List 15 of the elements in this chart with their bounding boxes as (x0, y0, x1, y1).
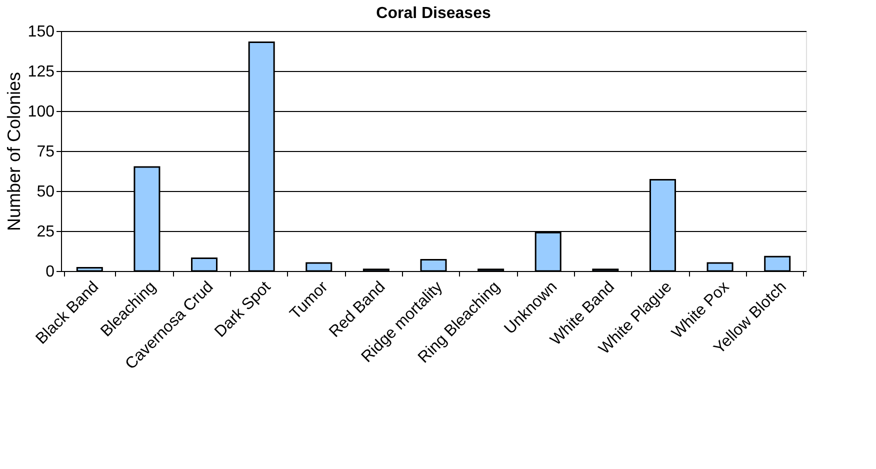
y-tick-label: 25 (36, 224, 55, 240)
bar (306, 262, 332, 272)
bar (706, 262, 734, 272)
y-tick-label: 150 (28, 24, 55, 40)
chart-title: Coral Diseases (376, 5, 491, 22)
y-tick-label: 125 (28, 64, 55, 80)
y-axis-title: Number of Colonies (4, 72, 24, 232)
bar (191, 257, 218, 272)
bar (76, 267, 103, 272)
bar (764, 256, 791, 272)
y-tick-label: 50 (36, 184, 55, 200)
y-tick-label: 0 (46, 264, 55, 280)
bar (420, 259, 447, 272)
y-tick-label: 100 (28, 104, 55, 120)
y-tick-label: 75 (36, 144, 55, 160)
